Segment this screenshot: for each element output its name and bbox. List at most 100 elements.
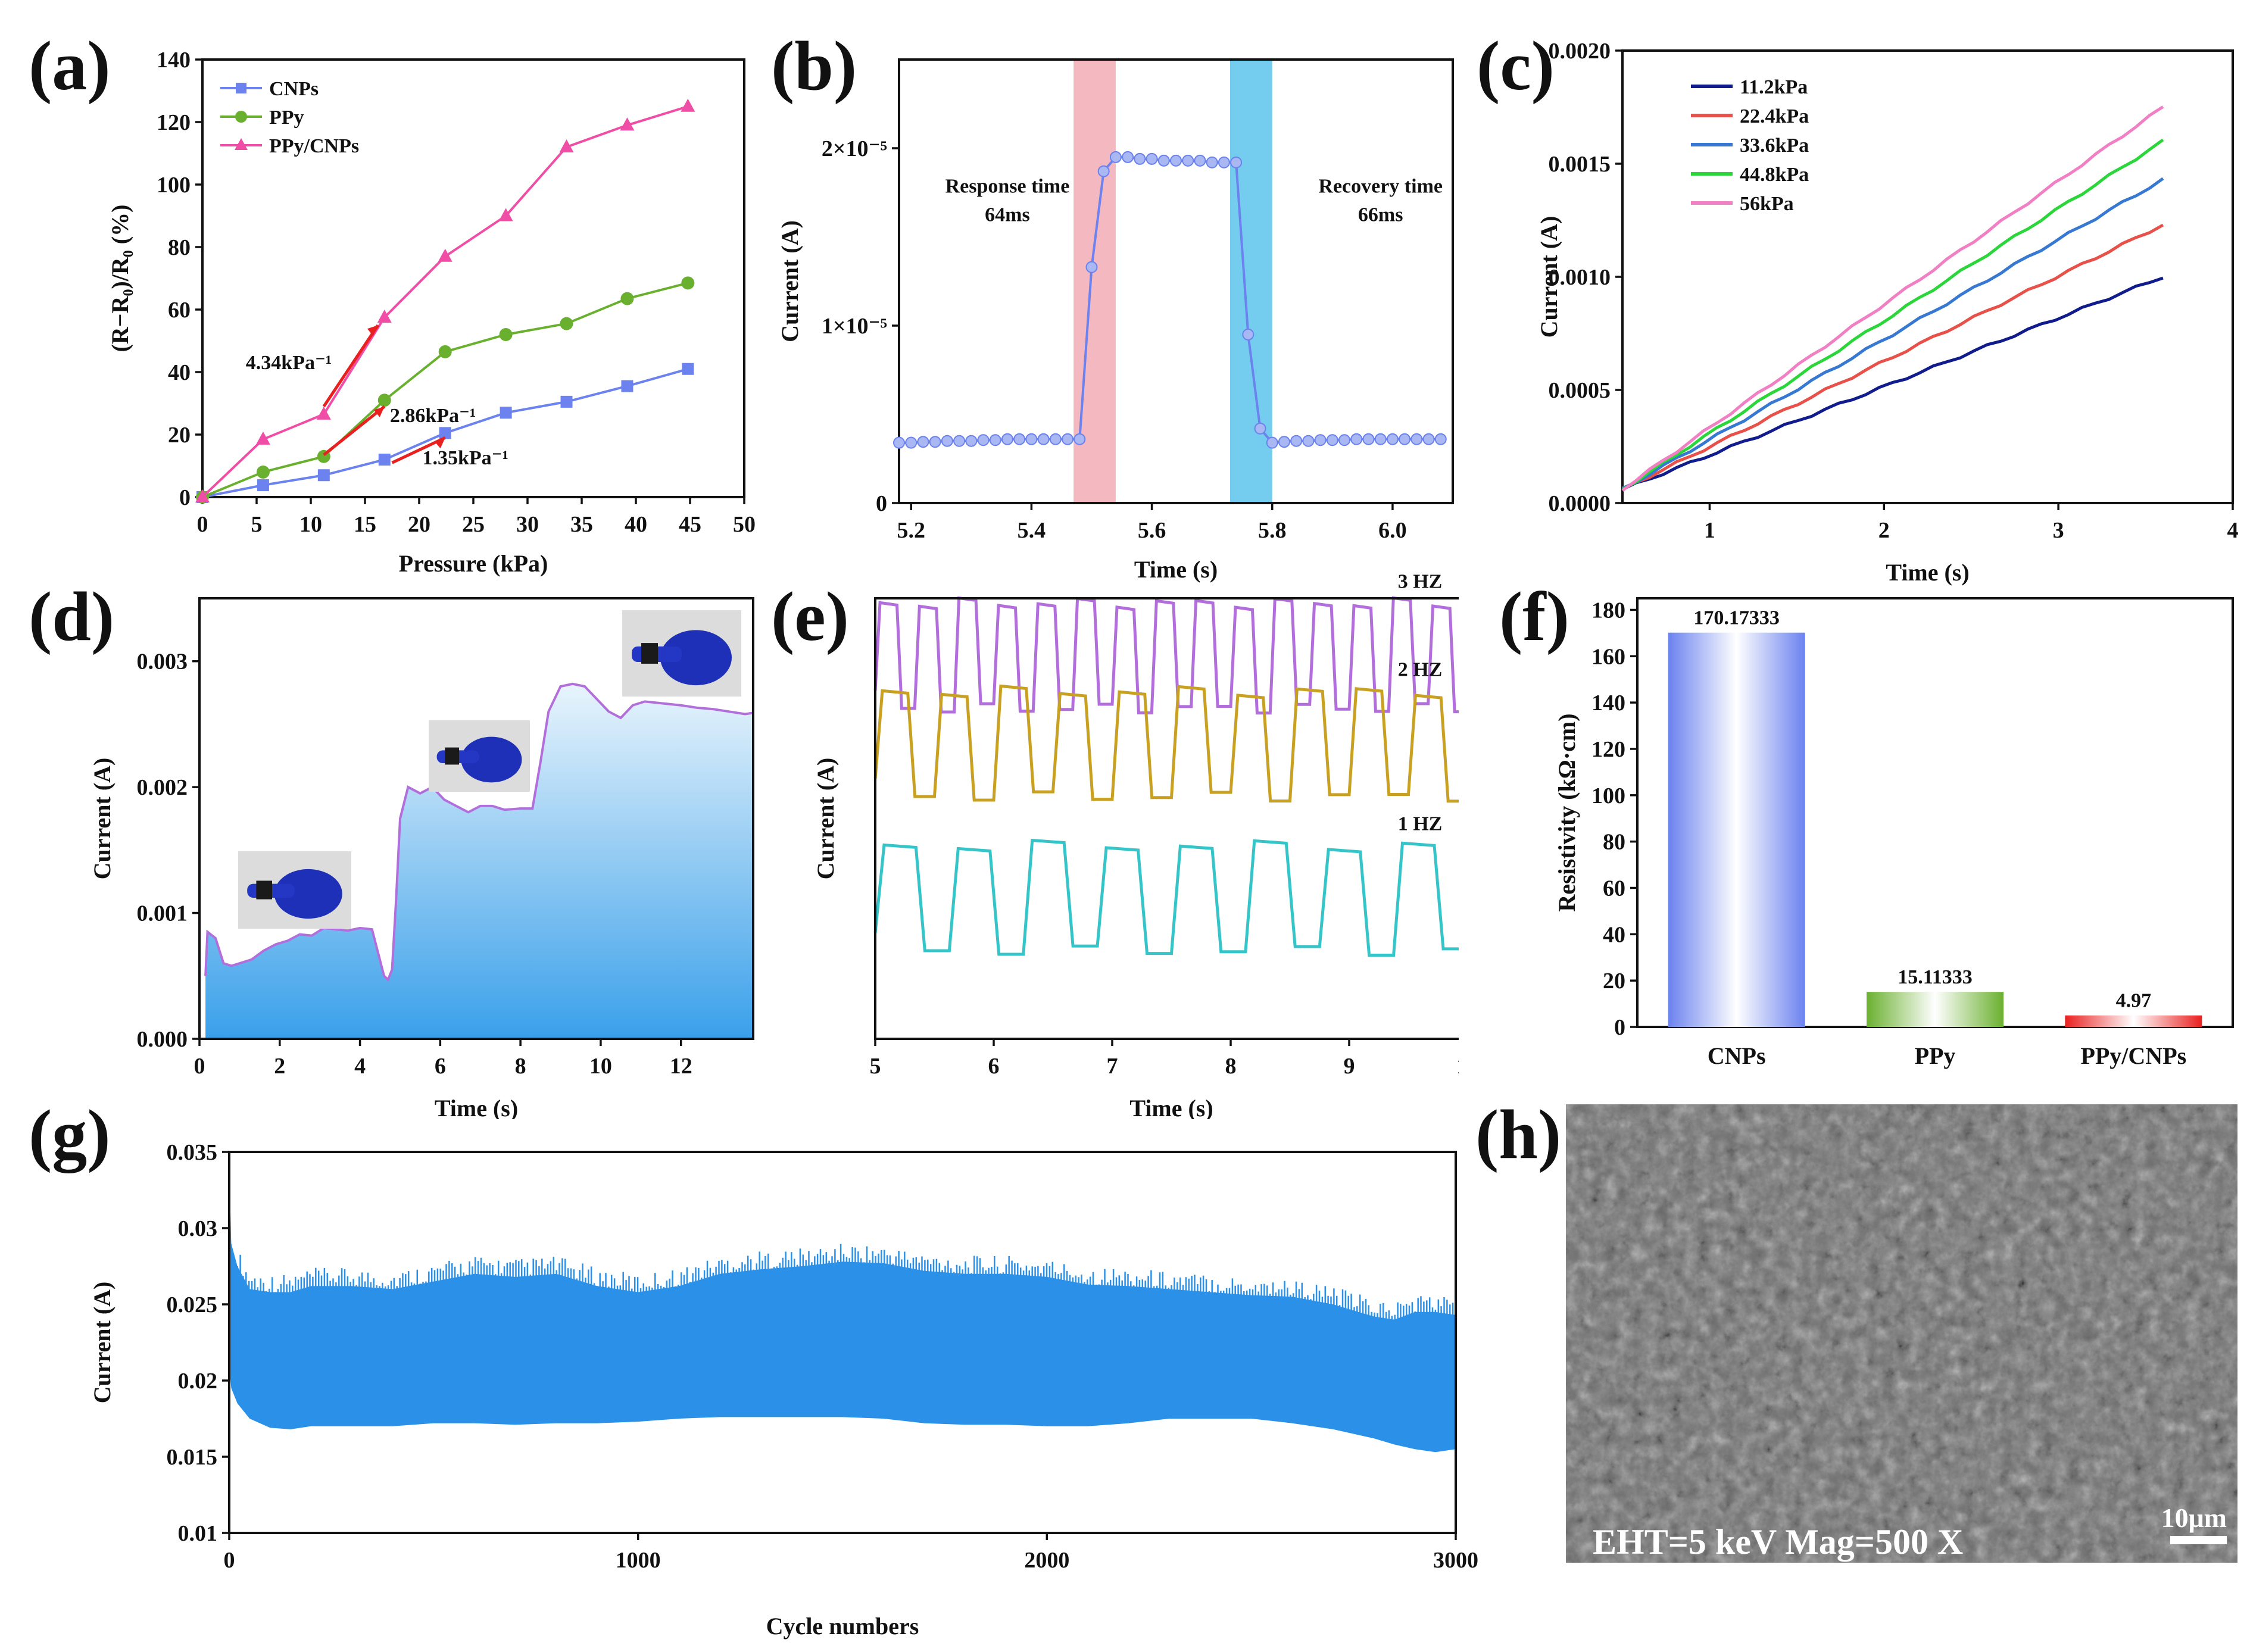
y-tick-label: 20 bbox=[168, 423, 191, 448]
data-point-ppy-cnps bbox=[681, 98, 695, 112]
data-point bbox=[1025, 433, 1038, 445]
data-point bbox=[1399, 433, 1411, 445]
x-tick-label: 10 bbox=[589, 1054, 612, 1079]
x-tick-label: 20 bbox=[408, 512, 430, 537]
y-tick-label: 0.01 bbox=[178, 1521, 218, 1546]
panel-e-label: (e) bbox=[771, 577, 849, 655]
data-point bbox=[953, 435, 966, 447]
data-point bbox=[1122, 151, 1134, 163]
x-tick-label: 9 bbox=[1344, 1054, 1355, 1079]
x-tick-label: 10 bbox=[299, 512, 322, 537]
data-point bbox=[1230, 156, 1243, 168]
data-point-ppy bbox=[438, 345, 452, 358]
data-point bbox=[1338, 434, 1351, 446]
sem-info-text: EHT=5 keV Mag=500 X bbox=[1593, 1522, 1963, 1562]
time-annotation: Recovery time bbox=[1318, 176, 1443, 198]
data-point bbox=[1037, 433, 1050, 445]
panel-a-label: (a) bbox=[29, 27, 111, 105]
x-tick-label: 1000 bbox=[616, 1548, 661, 1573]
y-axis-label: Current (A) bbox=[89, 758, 116, 880]
series-line-11.2kPa bbox=[1621, 276, 2164, 491]
x-axis-label: Time (s) bbox=[1129, 1095, 1213, 1119]
x-axis-label: Time (s) bbox=[1134, 556, 1218, 583]
bar-value-label: 4.97 bbox=[2116, 990, 2152, 1012]
x-tick-label: 25 bbox=[462, 512, 485, 537]
y-tick-label: 160 bbox=[1591, 644, 1625, 669]
panel-a: (a) 0 5 10 15 20 25 30 35 40 45 50 0 20 40 60 80 100 120 1… bbox=[29, 27, 756, 577]
frequency-label: 2 HZ bbox=[1398, 658, 1443, 680]
category-label: PPy/CNPs bbox=[2080, 1042, 2186, 1069]
frequency-label: 3 HZ bbox=[1398, 572, 1443, 592]
category-label: PPy bbox=[1915, 1042, 1956, 1069]
cycle-current-spikes bbox=[236, 1244, 1454, 1328]
data-point bbox=[1266, 436, 1278, 449]
y-tick-label: 0.035 bbox=[167, 1140, 218, 1165]
data-point bbox=[1146, 152, 1158, 165]
data-point bbox=[1001, 433, 1013, 445]
data-point bbox=[965, 435, 978, 447]
finger-photo bbox=[622, 610, 741, 697]
data-point bbox=[1278, 436, 1290, 448]
y-tick-label: 0.0010 bbox=[1549, 265, 1611, 290]
panel-h-label: (h) bbox=[1475, 1095, 1561, 1173]
sensitivity-annotation: 1.35kPa⁻¹ bbox=[422, 447, 508, 469]
sem-scale-label: 10μm bbox=[2161, 1503, 2227, 1533]
data-point bbox=[1097, 165, 1110, 177]
finger-photo bbox=[429, 720, 530, 792]
y-axis-label: Current (A) bbox=[776, 220, 803, 342]
bar-CNPs bbox=[1668, 632, 1805, 1027]
y-axis-label: Current (A) bbox=[89, 1282, 116, 1404]
y-tick-label: 80 bbox=[1603, 830, 1625, 855]
x-tick-label: 35 bbox=[570, 512, 593, 537]
panel-g-plot: 0 1000 2000 3000 0.01 0.015 0.02 0.025 0.03 0.035… bbox=[89, 1140, 1478, 1639]
time-annotation: Response time bbox=[945, 176, 1070, 198]
x-axis-label: Time (s) bbox=[435, 1095, 518, 1119]
data-point bbox=[917, 436, 929, 448]
data-point-ppy bbox=[256, 466, 270, 479]
glove-hand bbox=[461, 736, 522, 783]
y-tick-label: 0.003 bbox=[137, 649, 188, 674]
x-tick-label: 1 bbox=[1704, 518, 1715, 543]
data-point bbox=[1302, 435, 1315, 447]
data-point bbox=[1290, 435, 1303, 447]
bar-PPy bbox=[1867, 992, 2004, 1027]
panel-d-plot: 0 2 4 6 8 10 12 0.000 0.001 0.002 0.003 Time (s) Cur… bbox=[89, 597, 754, 1119]
y-tick-label: 0.025 bbox=[167, 1292, 218, 1317]
bar-value-label: 15.11333 bbox=[1898, 966, 1973, 988]
y-tick-label: 0.0015 bbox=[1549, 152, 1611, 177]
y-tick-label: 140 bbox=[157, 48, 191, 73]
y-axis-label: Current (A) bbox=[1536, 216, 1562, 338]
x-tick-label: 0 bbox=[224, 1548, 235, 1573]
panel-c-plot: 1 2 3 4 0.0000 0.0005 0.0010 0.0015 0.0020 Time (… bbox=[1536, 39, 2239, 586]
plot-frame bbox=[874, 597, 1459, 1040]
y-tick-label: 120 bbox=[157, 110, 191, 135]
data-point-cnps bbox=[682, 363, 694, 375]
fit-line bbox=[322, 324, 379, 408]
data-point-ppy bbox=[377, 394, 391, 407]
y-tick-label: 0.0000 bbox=[1549, 491, 1611, 516]
panel-h: (h) EHT=5 keV Mag=500 X 10μm bbox=[1475, 1095, 2237, 1563]
data-point bbox=[1410, 433, 1423, 445]
data-point bbox=[1109, 151, 1122, 163]
series-line-56kPa bbox=[1621, 105, 2164, 492]
data-point-ppy-cnps bbox=[620, 117, 635, 131]
panel-b-label: (b) bbox=[771, 27, 857, 105]
data-point bbox=[941, 435, 953, 447]
data-point bbox=[1062, 433, 1074, 445]
data-point bbox=[1157, 154, 1170, 167]
data-point bbox=[905, 436, 918, 449]
sensitivity-annotation: 4.34kPa⁻¹ bbox=[246, 352, 332, 374]
x-tick-label: 5 bbox=[251, 512, 263, 537]
current-line bbox=[204, 682, 754, 982]
x-tick-label: 12 bbox=[670, 1054, 692, 1079]
y-axis-label: (R−R₀)/R₀ (%) bbox=[107, 205, 133, 352]
fit-line bbox=[323, 405, 386, 457]
data-point bbox=[1073, 433, 1086, 445]
x-tick-label: 45 bbox=[679, 512, 701, 537]
data-point-ppy-cnps bbox=[377, 310, 392, 323]
legend-label: PPy bbox=[269, 107, 304, 129]
data-point-ppy bbox=[681, 276, 695, 290]
data-point-cnps bbox=[439, 427, 451, 439]
panel-a-plot: 0 5 10 15 20 25 30 35 40 45 50 0 20 40 60 80 100 120 140 Pr… bbox=[107, 48, 756, 577]
data-point bbox=[893, 436, 905, 449]
